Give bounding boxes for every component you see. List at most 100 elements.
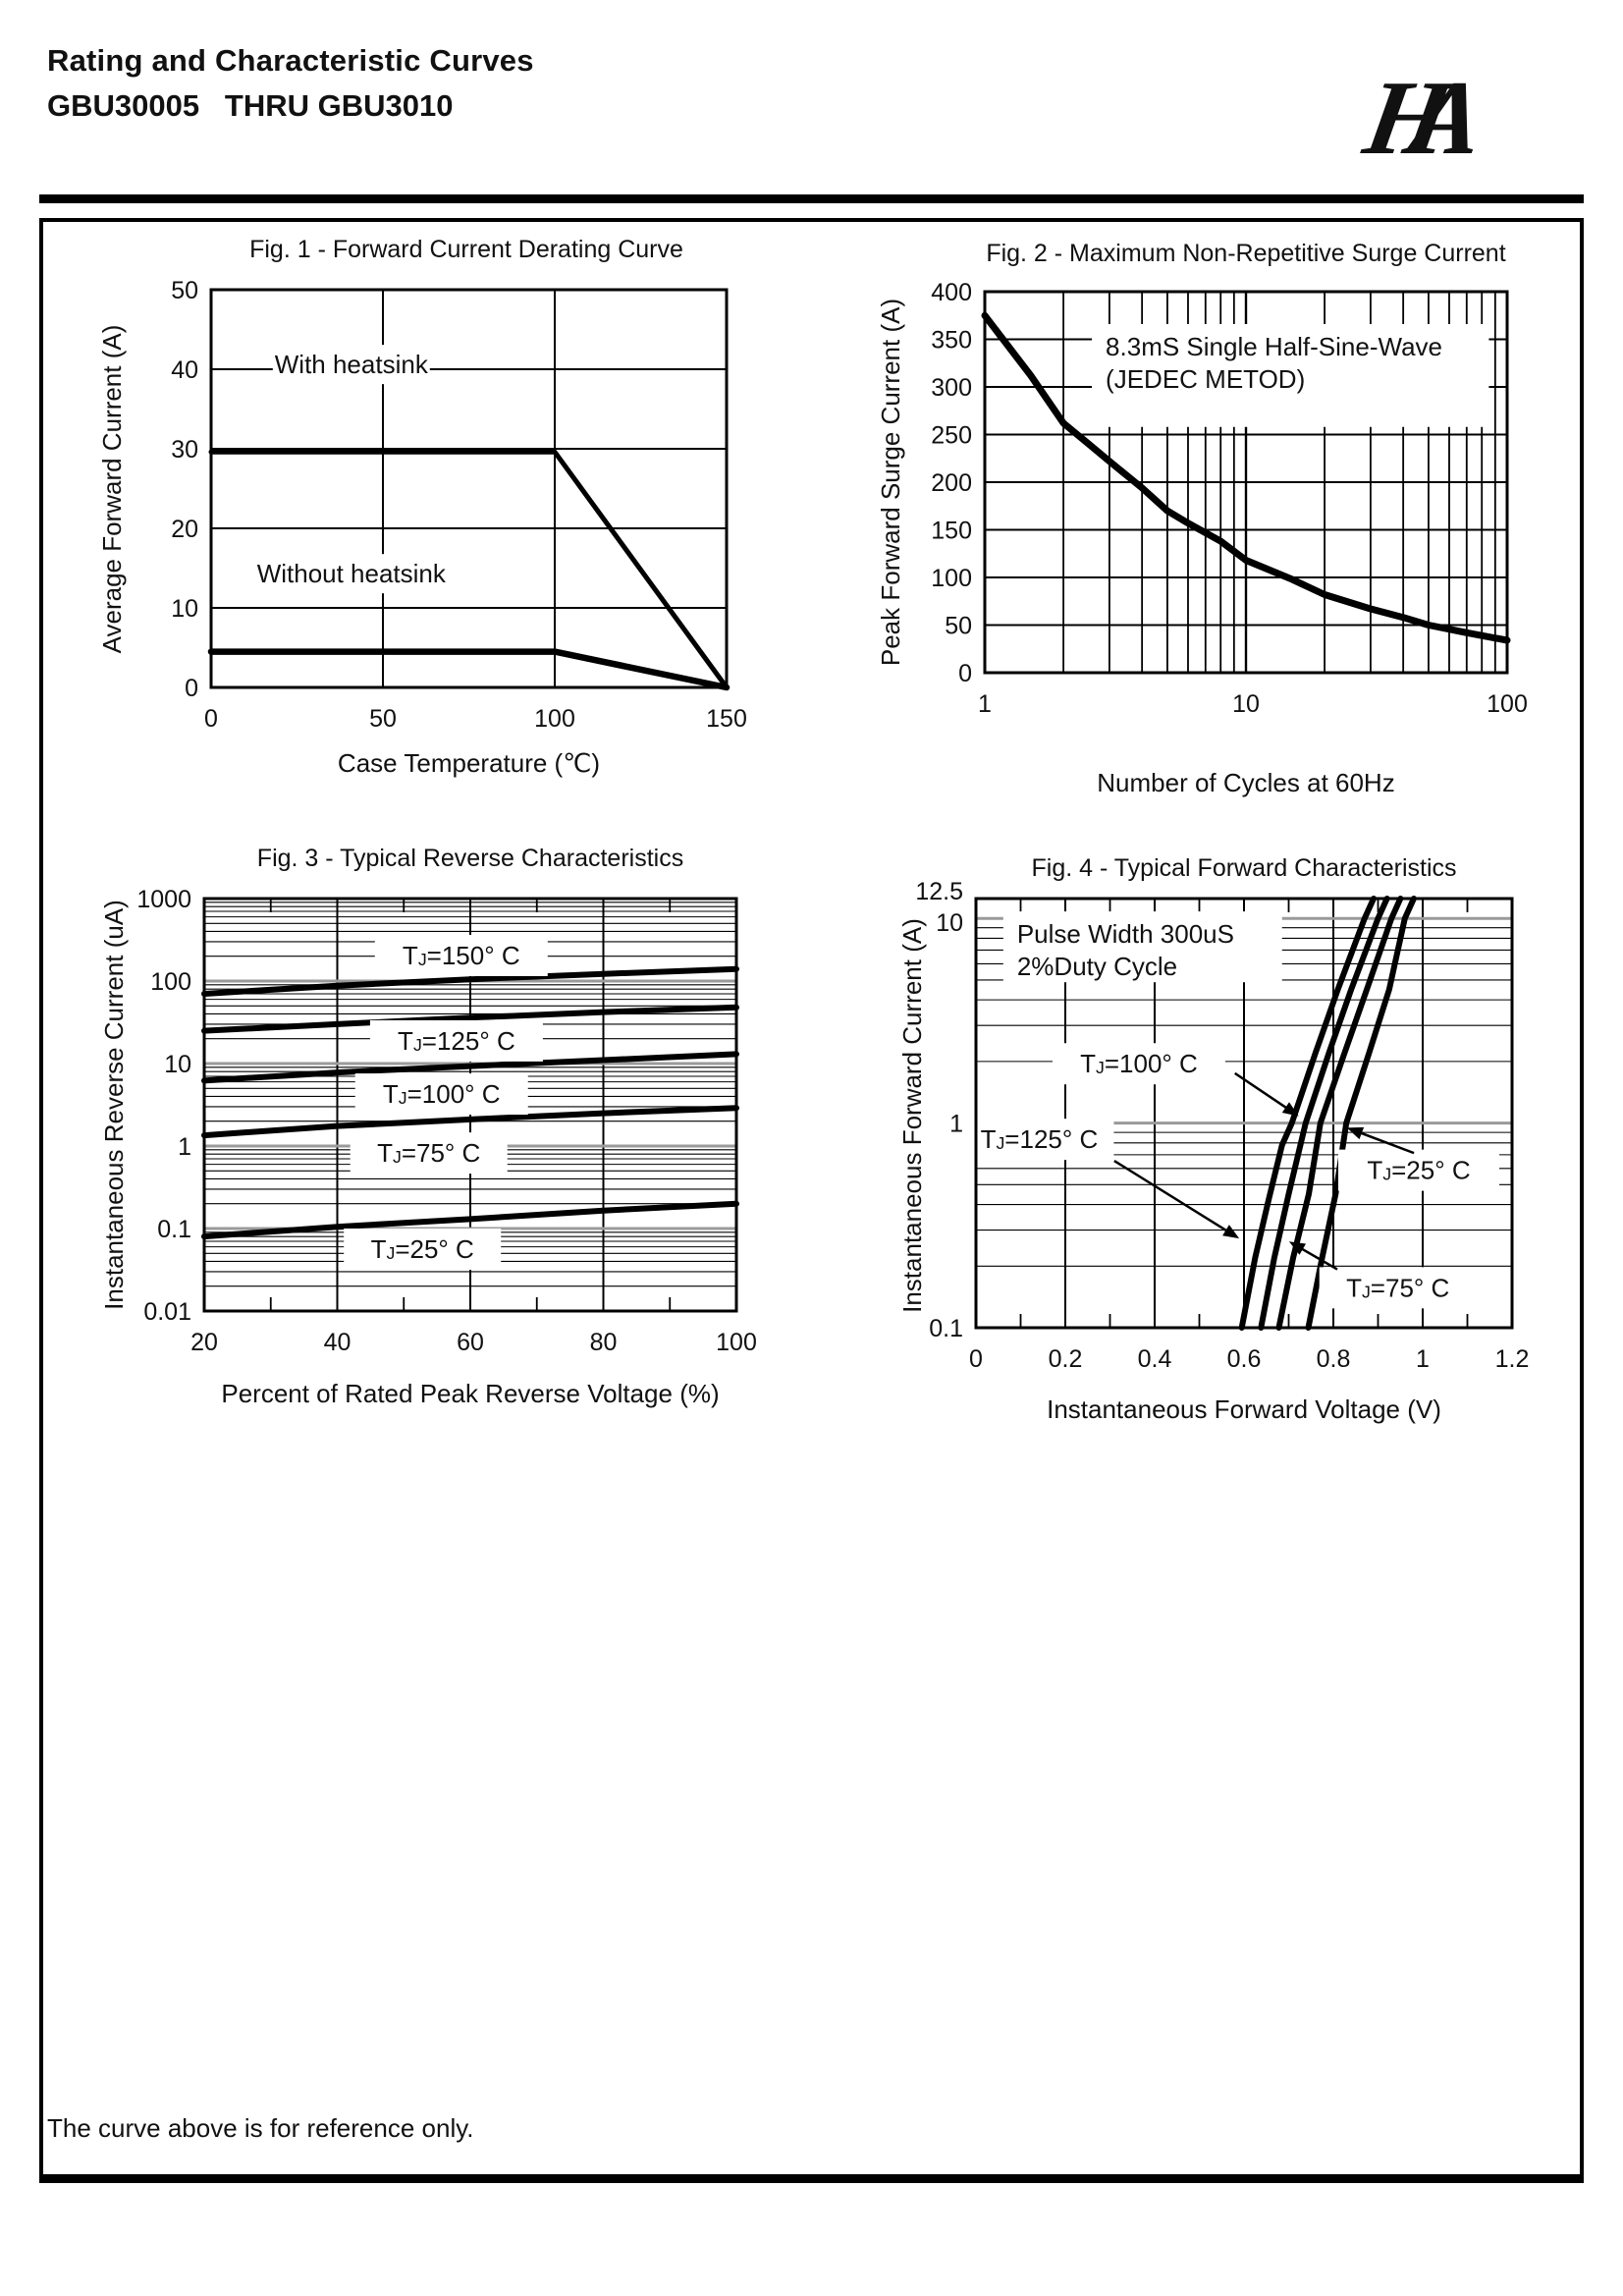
- x-tick-label: 150: [706, 705, 747, 733]
- brand-logo: HA: [1356, 60, 1456, 177]
- x-tick-label: 20: [190, 1329, 218, 1356]
- annotation-arrow: [1353, 1129, 1415, 1155]
- curve-label: TJ=100° C: [383, 1079, 501, 1109]
- plot-border: [983, 290, 1509, 675]
- curve-label: TJ=75° C: [377, 1138, 480, 1168]
- curve-label-box: [350, 1132, 508, 1175]
- annotation-arrowhead: [1288, 1241, 1306, 1255]
- x-tick-label: 0: [204, 705, 218, 733]
- page-title: Rating and Characteristic Curves: [47, 43, 534, 78]
- fig3-y-axis-label: Instantaneous Reverse Current (uA): [99, 900, 129, 1310]
- plot-border: [209, 288, 729, 689]
- curve-label-box: [254, 554, 448, 594]
- y-tick-label: 0: [958, 660, 972, 687]
- fig1-y-axis-label: Average Forward Current (A): [97, 324, 127, 654]
- x-tick-label: 100: [1487, 690, 1528, 718]
- annotation-arrowhead: [1222, 1225, 1240, 1239]
- y-tick-label: 250: [931, 422, 972, 450]
- x-tick-label: 0.2: [1049, 1345, 1083, 1373]
- y-tick-label: 10: [171, 595, 198, 623]
- fig3-plot: TJ=150° C TJ=125° C TJ=100° C TJ=75° C TJ=25…: [136, 886, 757, 1356]
- x-tick-label: 0.6: [1227, 1345, 1262, 1373]
- fig2-x-axis-label: Number of Cycles at 60Hz: [1097, 768, 1395, 797]
- y-tick-label: 0.01: [143, 1298, 191, 1326]
- fig3-title: Fig. 3 - Typical Reverse Characteristics: [256, 845, 684, 872]
- fig2-y-axis-label: Peak Forward Surge Current (A): [876, 298, 905, 667]
- x-tick-label: 1.2: [1495, 1345, 1530, 1373]
- x-tick-label: 0.8: [1317, 1345, 1351, 1373]
- x-tick-label: 80: [590, 1329, 618, 1356]
- series-tj-150-c: [201, 965, 739, 997]
- y-tick-label: 50: [945, 613, 972, 640]
- fig1-title: Fig. 1 - Forward Current Derating Curve: [249, 236, 683, 263]
- charts-frame: [39, 218, 1584, 2183]
- y-tick-label: 10: [936, 909, 963, 937]
- fig1-x-axis-label: Case Temperature (℃): [337, 748, 601, 778]
- x-tick-label: 10: [1232, 690, 1260, 718]
- fig4-forward-characteristics-chart: Fig. 4 - Typical Forward Characteristics…: [854, 837, 1615, 1465]
- y-tick-label: 200: [931, 469, 972, 497]
- fig2-plot: 8.3mS Single Half-Sine-Wave (JEDEC METOD)…: [931, 279, 1528, 718]
- y-tick-label: 150: [931, 518, 972, 545]
- curve-label-box: [964, 1119, 1114, 1161]
- curve-label-box: [1319, 1267, 1477, 1309]
- fig2-title: Fig. 2 - Maximum Non-Repetitive Surge Cu…: [986, 240, 1506, 267]
- curve-label-box: [1052, 1043, 1225, 1085]
- annotation-text: (JEDEC METOD): [1106, 364, 1305, 394]
- curve-label: TJ=125° C: [398, 1026, 515, 1056]
- plot-border: [202, 897, 738, 1313]
- curve-label: TJ=25° C: [1367, 1156, 1470, 1185]
- fig2-surge-current-chart: Fig. 2 - Maximum Non-Repetitive Surge Cu…: [854, 226, 1586, 854]
- curve-label: Without heatsink: [257, 559, 447, 588]
- curve-label: TJ=150° C: [403, 941, 520, 970]
- y-tick-label: 30: [171, 436, 198, 464]
- series-tj-25-c: [201, 1200, 739, 1240]
- y-tick-label: 10: [164, 1051, 191, 1078]
- fig3-reverse-characteristics-chart: Fig. 3 - Typical Reverse Characteristics…: [59, 837, 805, 1446]
- y-tick-label: 1: [178, 1133, 191, 1161]
- curve-label-box: [272, 345, 430, 385]
- y-tick-label: 50: [171, 277, 198, 304]
- plot-border: [974, 897, 1514, 1330]
- fig4-x-axis-label: Instantaneous Forward Voltage (V): [1047, 1394, 1441, 1424]
- curve-label-box: [369, 1019, 543, 1062]
- part-number-range: GBU30005 THRU GBU3010: [47, 88, 454, 123]
- series-tj-100-c: [1258, 896, 1390, 1331]
- fig1-forward-current-derating-chart: Fig. 1 - Forward Current Derating Curve …: [59, 226, 805, 835]
- annotation-arrowhead: [1346, 1126, 1365, 1140]
- x-tick-label: 100: [716, 1329, 757, 1356]
- x-tick-label: 60: [457, 1329, 484, 1356]
- x-tick-label: 0.4: [1138, 1345, 1172, 1373]
- curve-label: TJ=25° C: [371, 1234, 474, 1264]
- x-tick-label: 100: [534, 705, 575, 733]
- curve-label-box: [1337, 1149, 1499, 1191]
- y-tick-label: 0: [185, 675, 198, 702]
- x-tick-label: 1: [978, 690, 992, 718]
- x-tick-label: 1: [1416, 1345, 1430, 1373]
- annotation-text: 2%Duty Cycle: [1017, 952, 1177, 981]
- fig4-plot: Pulse Width 300uS 2%Duty Cycle TJ=100° C TJ…: [915, 878, 1530, 1373]
- annotation-arrowhead: [1281, 1102, 1299, 1117]
- fig3-x-axis-label: Percent of Rated Peak Reverse Voltage (%…: [221, 1379, 720, 1408]
- annotation-box: [1002, 911, 1282, 983]
- annotation-arrow: [1295, 1244, 1338, 1271]
- annotation-arrow: [1113, 1159, 1233, 1235]
- series-tj-125-c: [201, 1004, 739, 1034]
- y-tick-label: 40: [171, 356, 198, 384]
- y-tick-label: 12.5: [915, 878, 963, 905]
- y-tick-label: 300: [931, 374, 972, 402]
- series-tj-25-c: [1305, 896, 1417, 1331]
- series-tj-125-c: [1238, 896, 1377, 1331]
- annotation-text: Pulse Width 300uS: [1017, 919, 1234, 949]
- y-tick-label: 0.1: [157, 1216, 191, 1243]
- annotation-arrow: [1234, 1071, 1293, 1114]
- x-tick-label: 40: [324, 1329, 352, 1356]
- curve-label: TJ=100° C: [1080, 1049, 1198, 1078]
- series-tj-75-c: [201, 1105, 739, 1139]
- y-tick-label: 1000: [136, 886, 191, 913]
- x-tick-label: 50: [369, 705, 397, 733]
- reference-note: The curve above is for reference only.: [47, 2113, 474, 2143]
- series-without-heatsink: [207, 648, 730, 691]
